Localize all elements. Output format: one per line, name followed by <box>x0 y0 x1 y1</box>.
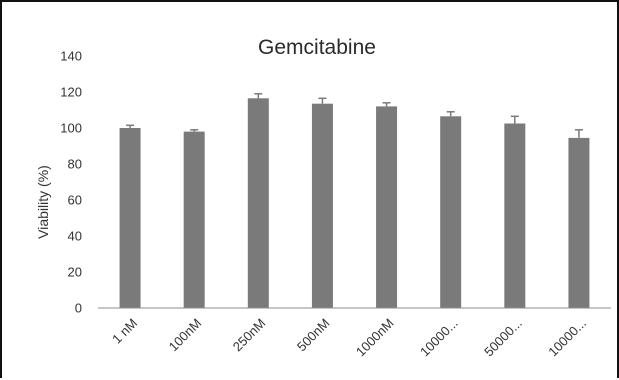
bar <box>568 137 590 308</box>
y-tick-label: 0 <box>75 301 82 316</box>
x-tick-label: 100nM <box>166 316 205 355</box>
y-tick-label: 60 <box>68 193 82 208</box>
bar <box>504 123 526 308</box>
error-bars <box>126 93 583 138</box>
x-tick-label: 1000nM <box>353 316 397 360</box>
y-tick-labels: 0 20 40 60 80 100 120 140 <box>60 49 82 316</box>
x-tick-label: 50000... <box>481 316 525 360</box>
bar <box>183 131 205 308</box>
bars <box>119 98 590 309</box>
x-tick-label: 10000... <box>417 316 461 360</box>
chart-title: Gemcitabine <box>258 36 376 59</box>
y-tick-label: 120 <box>60 85 82 100</box>
x-tick-label: 500nM <box>294 316 333 355</box>
y-tick-label: 20 <box>68 265 82 280</box>
y-tick-label: 140 <box>60 49 82 64</box>
bar <box>440 116 462 308</box>
x-tick-label: 1 nM <box>109 316 140 347</box>
bar <box>119 128 141 308</box>
x-tick-labels: 1 nM 100nM 250nM 500nM 1000nM 10000... 50000..… <box>109 316 589 360</box>
bar <box>311 103 333 308</box>
y-tick-label: 100 <box>60 121 82 136</box>
x-tick-label: 10000... <box>545 316 589 360</box>
y-axis-label: Viability (%) <box>35 165 51 239</box>
bar <box>247 98 269 308</box>
y-tick-label: 40 <box>68 229 82 244</box>
x-tick-label: 250nM <box>230 316 269 355</box>
bar <box>376 106 398 309</box>
y-tick-label: 80 <box>68 157 82 172</box>
